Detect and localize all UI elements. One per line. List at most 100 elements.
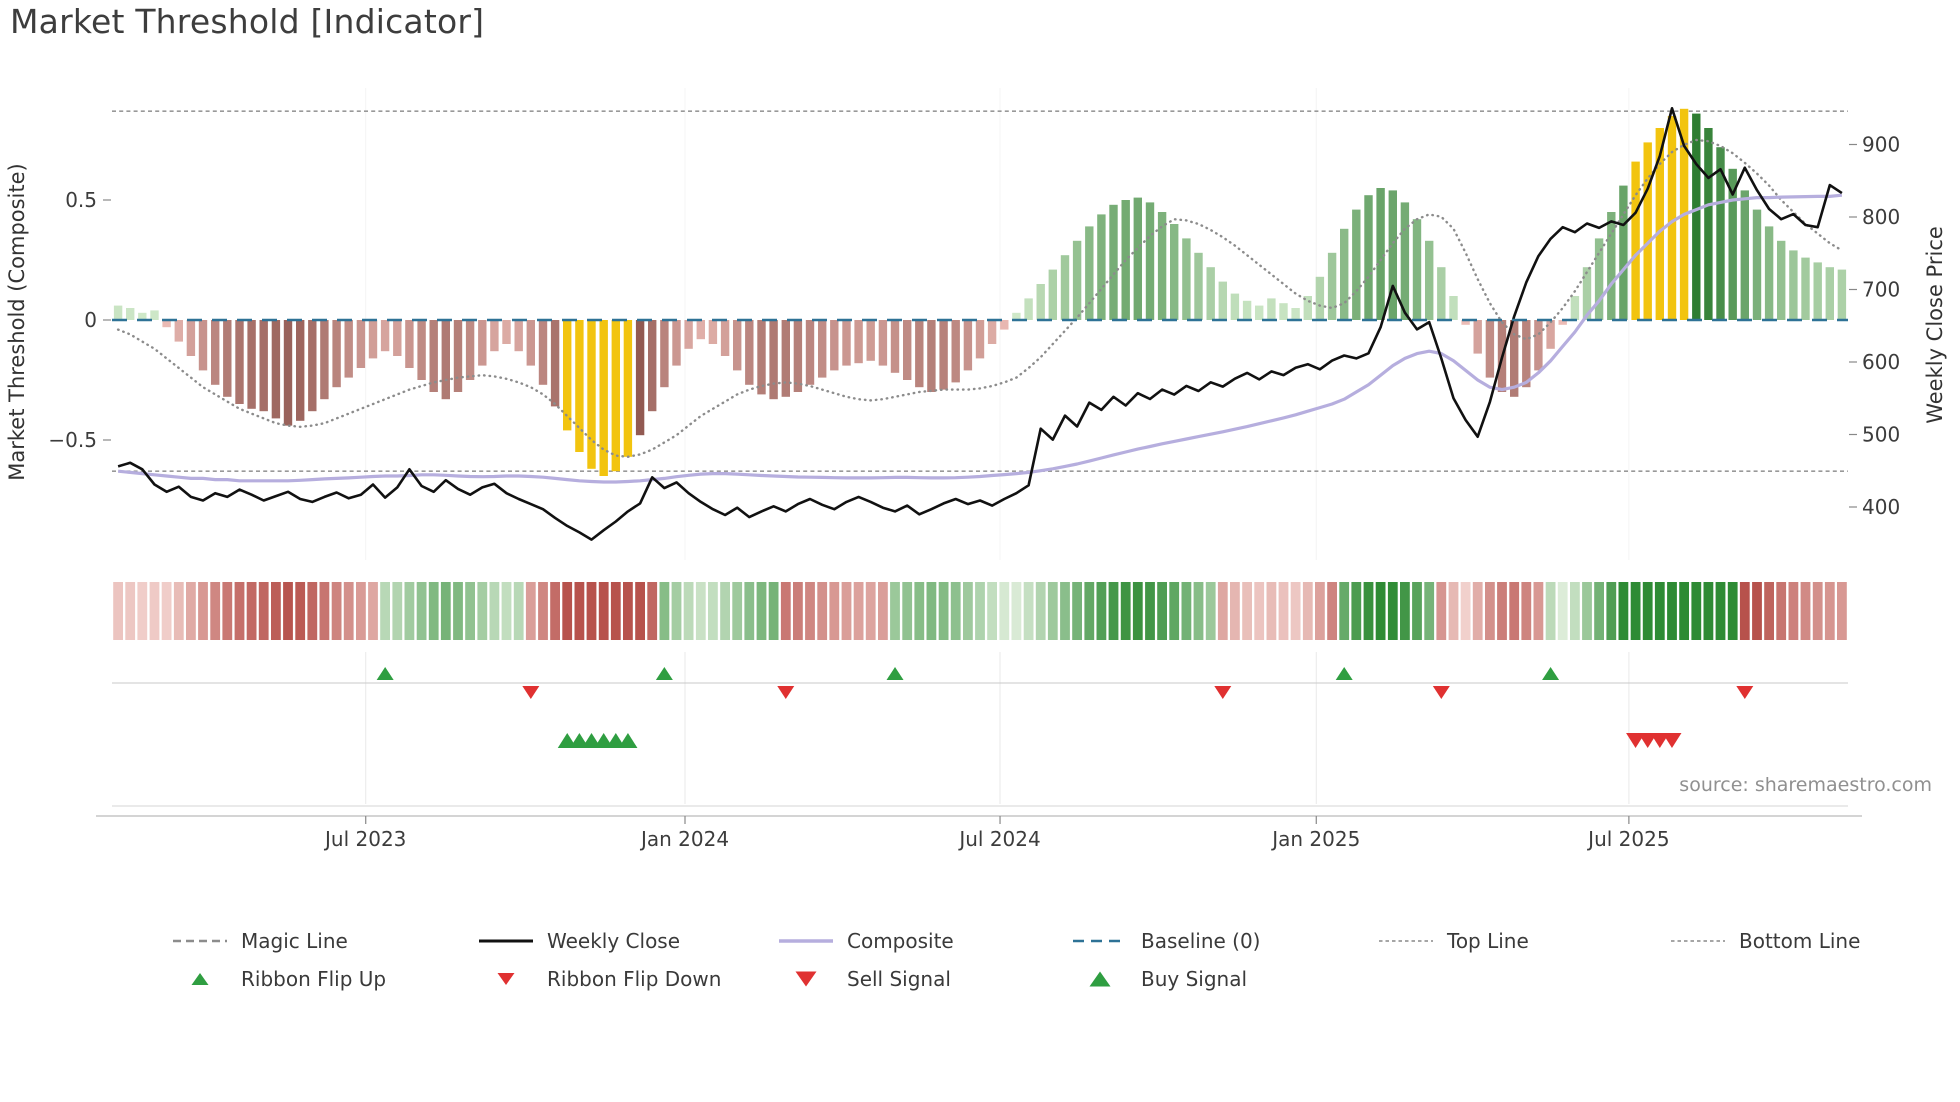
- ribbon-bar: [1339, 582, 1350, 640]
- ribbon-bar: [137, 582, 148, 640]
- ribbon-flip-up-marker: [886, 667, 904, 680]
- ribbon-bar: [380, 582, 390, 640]
- threshold-bar: [1412, 219, 1422, 320]
- threshold-bar: [1522, 320, 1531, 388]
- ribbon-bar: [1703, 582, 1714, 640]
- threshold-bar: [1667, 116, 1677, 320]
- threshold-bar: [1218, 281, 1227, 320]
- ribbon-bar: [902, 582, 913, 640]
- x-axis: Jul 2023 Jan 2024 Jul 2024 Jan 2025 Jul 2025: [96, 805, 1862, 851]
- buy-signal-marker: [594, 733, 614, 748]
- ribbon-bar: [805, 582, 815, 640]
- threshold-bar: [684, 320, 693, 349]
- threshold-bar: [587, 320, 596, 469]
- legend-label: Weekly Close: [547, 929, 681, 953]
- right-axis-title: Weekly Close Price: [1923, 226, 1947, 424]
- ribbon-bar: [440, 582, 451, 640]
- ribbon-bar: [865, 582, 876, 640]
- threshold-bar: [417, 320, 426, 380]
- threshold-bar: [223, 320, 232, 397]
- x-tick-label: Jan 2025: [1270, 827, 1360, 851]
- ribbon-bar: [234, 582, 245, 640]
- threshold-bar: [1813, 262, 1822, 320]
- threshold-bar: [1012, 312, 1021, 320]
- legend-item-sell-signal: Sell Signal: [778, 966, 951, 992]
- threshold-bar: [842, 320, 851, 366]
- threshold-bar: [1230, 293, 1240, 320]
- ribbon-bar: [1618, 582, 1629, 640]
- ribbon-bar: [1776, 582, 1787, 640]
- threshold-bar: [198, 320, 208, 371]
- ribbon-bar: [1302, 582, 1313, 640]
- ribbon-bar: [756, 582, 767, 640]
- threshold-bar: [453, 320, 463, 392]
- ribbon-bar: [683, 582, 694, 640]
- legend-label: Ribbon Flip Down: [547, 967, 722, 991]
- buy-signal-marker: [618, 733, 638, 748]
- ribbon-bar: [829, 582, 840, 640]
- ribbon-bar: [841, 582, 852, 640]
- threshold-bar: [405, 320, 414, 368]
- legend-item-top-line: Top Line: [1378, 928, 1529, 954]
- threshold-bar: [1570, 296, 1580, 320]
- source-note: source: sharemaestro.com: [1679, 774, 1932, 796]
- triangle-down-red-swatch: [497, 973, 515, 985]
- legend-item-composite: Composite: [778, 928, 954, 954]
- threshold-bar: [1133, 197, 1142, 320]
- threshold-bar: [1255, 305, 1264, 320]
- legend-label: Baseline (0): [1141, 929, 1261, 953]
- ribbon-bar: [428, 582, 439, 640]
- ribbon-bar: [1739, 582, 1750, 640]
- threshold-bar: [1072, 240, 1082, 320]
- threshold-bar: [1607, 212, 1616, 320]
- threshold-bar: [1594, 238, 1604, 320]
- threshold-bar: [1242, 300, 1252, 320]
- ribbon-bar: [659, 582, 670, 640]
- threshold-bar: [1206, 267, 1215, 320]
- threshold-bar: [126, 308, 135, 320]
- ribbon-bar: [1400, 582, 1410, 640]
- left-tick-label: −0.5: [48, 428, 97, 452]
- left-tick-label: 0: [84, 308, 97, 332]
- legend-swatch: [1072, 933, 1128, 949]
- threshold-bar: [1327, 252, 1337, 320]
- ribbon-bar: [1764, 582, 1774, 640]
- legend-item-weekly-close: Weekly Close: [478, 928, 680, 954]
- ribbon-bar: [392, 582, 403, 640]
- threshold-bar: [1157, 212, 1167, 320]
- ribbon-bar: [695, 582, 706, 640]
- threshold-bar: [211, 320, 220, 385]
- x-tick-label: Jul 2023: [323, 827, 406, 851]
- threshold-bar: [635, 320, 645, 436]
- threshold-bar: [259, 320, 268, 412]
- legend-swatch: [1670, 933, 1726, 949]
- legend-item-ribbon-flip-up: Ribbon Flip Up: [172, 966, 386, 992]
- threshold-bar: [1655, 128, 1664, 320]
- threshold-bar: [963, 320, 973, 371]
- ribbon-bar: [368, 582, 378, 640]
- ribbon-bar: [1375, 582, 1386, 640]
- ribbon-bar: [1594, 582, 1604, 640]
- right-tick-label: 900: [1862, 133, 1900, 157]
- ribbon-bar: [1812, 582, 1823, 640]
- threshold-bar: [1376, 188, 1385, 320]
- ribbon-flip-up-marker: [1542, 667, 1560, 680]
- threshold-bar: [1000, 320, 1009, 330]
- ribbon-bar: [720, 582, 730, 640]
- ribbon-bar: [768, 582, 779, 640]
- threshold-bar: [162, 320, 171, 328]
- ribbon-bar: [562, 582, 573, 640]
- ribbon-bar: [1752, 582, 1762, 640]
- threshold-bar: [1764, 226, 1774, 320]
- ribbon-bar: [1315, 582, 1325, 640]
- ribbon-bar: [1545, 582, 1556, 640]
- ribbon-bar: [1072, 582, 1082, 640]
- threshold-bar: [1558, 320, 1567, 325]
- legend-item-magic-line: Magic Line: [172, 928, 348, 954]
- ribbon-bar: [963, 582, 973, 640]
- threshold-bar: [138, 312, 147, 320]
- ribbon-bar: [1667, 582, 1677, 640]
- threshold-bar: [903, 320, 912, 380]
- threshold-bar: [866, 320, 875, 361]
- ribbon-bar: [1181, 582, 1192, 640]
